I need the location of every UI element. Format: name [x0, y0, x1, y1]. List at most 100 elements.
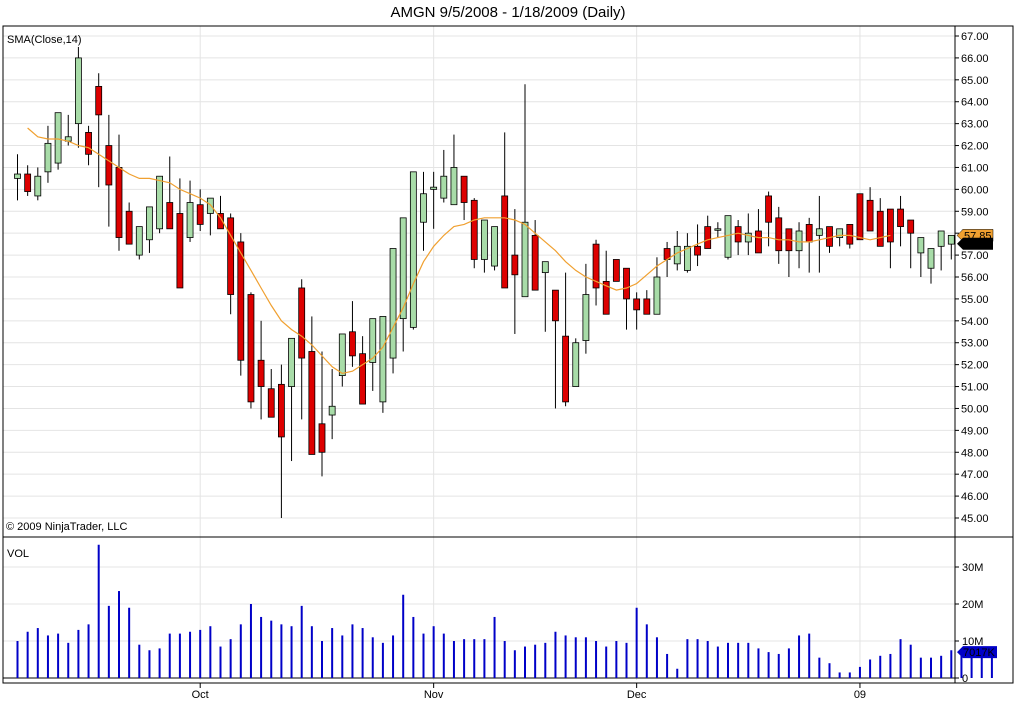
time-tick-label: Nov — [424, 689, 444, 701]
candle-body — [389, 248, 397, 359]
candle-body — [947, 234, 955, 245]
candle-body — [54, 112, 62, 164]
volume-panel-border — [2, 536, 1014, 684]
candle-body — [541, 261, 549, 274]
candle-body — [267, 388, 275, 418]
candle-body — [135, 226, 143, 256]
time-tick-label: 09 — [854, 689, 866, 701]
candle-body — [552, 289, 559, 322]
price-tick-label: 66.00 — [961, 53, 989, 65]
volume-tick-label: 10M — [962, 636, 983, 648]
candle-body — [897, 208, 904, 228]
candle-body — [501, 195, 509, 289]
candle-body — [217, 213, 224, 230]
last-price-tag — [957, 237, 993, 250]
candle-body — [907, 219, 915, 234]
candle-body — [75, 57, 82, 125]
candle-body — [511, 254, 519, 276]
candle-body — [836, 228, 844, 238]
candle-body — [521, 221, 529, 298]
price-tick-label: 61.00 — [961, 162, 989, 174]
candle-body — [846, 224, 854, 245]
price-panel — [14, 46, 955, 518]
price-tick-label: 67.00 — [961, 31, 989, 43]
candle-body — [146, 206, 153, 241]
copyright-label: © 2009 NinjaTrader, LLC — [6, 521, 127, 533]
candle-body — [156, 175, 164, 230]
last-volume-tag-label: 7017K — [963, 647, 995, 659]
price-tick-label: 57.00 — [961, 250, 989, 262]
candle-body — [866, 199, 874, 232]
candle-body — [227, 217, 235, 295]
candle-body — [694, 245, 701, 256]
candle-body — [359, 353, 367, 405]
candle-body — [470, 199, 478, 260]
candle-body — [755, 230, 762, 254]
candle-body — [876, 210, 884, 247]
candle-body — [765, 195, 772, 223]
candle-body — [24, 173, 32, 192]
candle-body — [602, 280, 610, 315]
price-tick-label: 51.00 — [961, 382, 989, 394]
chart-title: AMGN 9/5/2008 - 1/18/2009 (Daily) — [390, 4, 626, 21]
price-tick-label: 62.00 — [961, 141, 989, 153]
candle-body — [623, 267, 630, 300]
candle-body — [115, 167, 123, 238]
candle-body — [206, 197, 214, 214]
candle-body — [917, 237, 925, 254]
indicator-label: SMA(Close,14) — [7, 34, 82, 46]
candle-body — [704, 226, 712, 249]
price-tick-label: 54.00 — [961, 316, 989, 328]
price-tick-label: 64.00 — [961, 97, 989, 109]
price-tick-label: 60.00 — [961, 184, 989, 196]
volume-tick-label: 0 — [962, 673, 968, 685]
grid-layer — [3, 26, 955, 680]
price-tick-label: 50.00 — [961, 403, 989, 415]
candle-body — [460, 175, 468, 203]
volume-tick-label: 30M — [962, 562, 983, 574]
last-price-tag-label: 57.52 — [964, 239, 992, 251]
candle-body — [744, 232, 752, 243]
candle-body — [643, 298, 651, 315]
candle-body — [856, 193, 864, 241]
candle-body — [85, 131, 92, 155]
candle-body — [44, 142, 52, 173]
candle-body — [805, 224, 813, 243]
candle-body — [420, 193, 427, 223]
candle-body — [592, 243, 600, 289]
candle-body — [480, 219, 488, 260]
candle-body — [430, 186, 438, 190]
candle-body — [633, 298, 641, 311]
candle-body — [826, 226, 833, 247]
candle-body — [653, 276, 661, 315]
candle-body — [562, 335, 569, 403]
time-tick-label: Dec — [627, 689, 647, 701]
price-tick-label: 55.00 — [961, 294, 989, 306]
candle-body — [409, 171, 417, 328]
price-tick-label: 65.00 — [961, 75, 989, 87]
price-tick-label: 46.00 — [961, 491, 989, 503]
candle-body — [450, 167, 458, 206]
candle-body — [531, 234, 539, 291]
price-tick-label: 56.00 — [961, 272, 989, 284]
candle-body — [14, 173, 21, 179]
candle-body — [247, 294, 255, 403]
candle-body — [714, 228, 722, 231]
candle-body — [176, 213, 184, 289]
candle-body — [612, 259, 620, 282]
candle-body — [166, 202, 174, 230]
candle-body — [673, 245, 681, 265]
candle-body — [815, 228, 823, 236]
price-tick-label: 47.00 — [961, 469, 989, 481]
candle-body — [277, 383, 285, 438]
price-tick-label: 48.00 — [961, 447, 989, 459]
candle-body — [572, 342, 580, 387]
candle-body — [684, 245, 691, 271]
candle-body — [288, 337, 295, 387]
candle-body — [105, 145, 113, 186]
candle-body — [328, 405, 336, 416]
candle-body — [927, 248, 935, 269]
candle-body — [379, 316, 387, 403]
last-volume-tag — [957, 646, 997, 659]
